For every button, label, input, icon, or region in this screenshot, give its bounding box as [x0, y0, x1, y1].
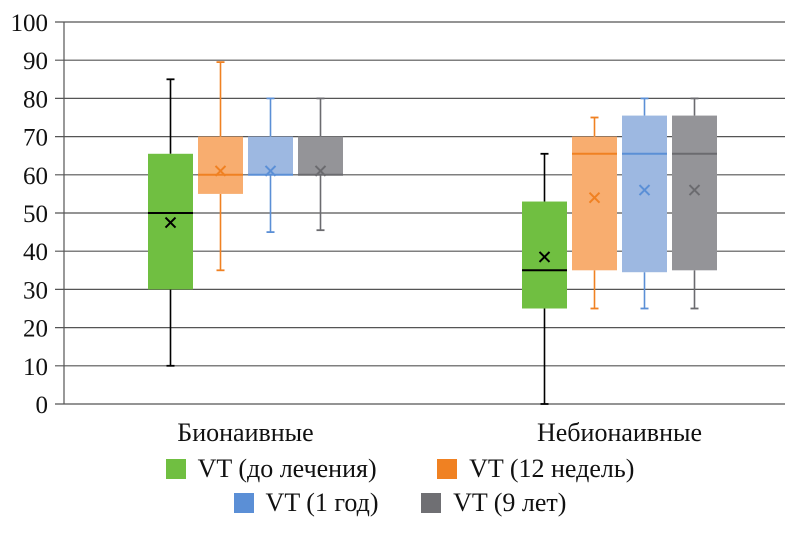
- y-tick-label: 100: [11, 10, 49, 37]
- mean-marker: [588, 192, 601, 204]
- legend-label: VT (1 год): [265, 488, 379, 517]
- category-label: Бионаивные: [177, 418, 313, 447]
- box-nonbionaive-series-2: [622, 97, 667, 310]
- y-tick-label: 60: [23, 163, 48, 190]
- legend-row-2: VT (1 год) VT (9 лет): [0, 488, 800, 520]
- y-tick-label: 20: [23, 316, 48, 343]
- mean-marker: [638, 184, 651, 196]
- box-iqr: [672, 115, 717, 271]
- mean-marker: [688, 184, 701, 196]
- y-tick-label: 70: [23, 125, 48, 152]
- legend-item: VT (12 недель): [437, 454, 634, 484]
- mean-marker: [214, 165, 227, 177]
- y-tick-label: 40: [23, 239, 48, 266]
- legend-item: VT (1 год): [233, 488, 379, 518]
- box-nonbionaive-series-0: [522, 152, 567, 405]
- y-tick-label: 30: [23, 277, 48, 304]
- box-iqr: [248, 136, 293, 175]
- legend-swatch: [437, 459, 458, 479]
- mean-marker: [314, 165, 327, 177]
- legend: VT (до лечения) VT (12 недель): [0, 454, 800, 486]
- boxes: [148, 61, 717, 405]
- box-nonbionaive-series-1: [572, 116, 617, 310]
- category-labels: Бионаивные Небионаивные: [177, 418, 702, 447]
- box-bionaive-series-3: [298, 97, 343, 232]
- y-tick-label: 80: [23, 86, 48, 113]
- box-bionaive-series-1: [198, 61, 243, 272]
- box-iqr: [572, 136, 617, 271]
- y-axis-ticks: 0 10 20 30 40 50 60 70 80 90 100: [11, 10, 49, 419]
- mean-marker: [164, 216, 177, 229]
- box-nonbionaive-series-3: [672, 97, 717, 310]
- y-tick-label: 50: [23, 201, 48, 228]
- mean-marker: [264, 165, 277, 177]
- legend-item: VT (до лечения): [165, 454, 377, 484]
- box-iqr: [522, 201, 567, 309]
- legend-swatch: [233, 493, 254, 513]
- legend-item: VT (9 лет): [421, 488, 566, 518]
- category-label: Небионаивные: [537, 418, 702, 447]
- box-iqr: [198, 136, 243, 194]
- y-tick-label: 90: [23, 48, 48, 75]
- legend-swatch: [165, 459, 186, 479]
- box-iqr: [622, 115, 667, 273]
- legend-label: VT (до лечения): [197, 454, 377, 483]
- legend-label: VT (12 недель): [469, 454, 635, 483]
- mean-marker: [538, 251, 551, 263]
- y-tick-label: 0: [36, 392, 49, 419]
- legend-label: VT (9 лет): [453, 488, 567, 517]
- box-bionaive-series-0: [148, 78, 193, 367]
- box-iqr: [298, 136, 343, 175]
- y-tick-label: 10: [23, 354, 48, 381]
- legend-swatch: [421, 493, 442, 513]
- box-bionaive-series-2: [248, 97, 293, 234]
